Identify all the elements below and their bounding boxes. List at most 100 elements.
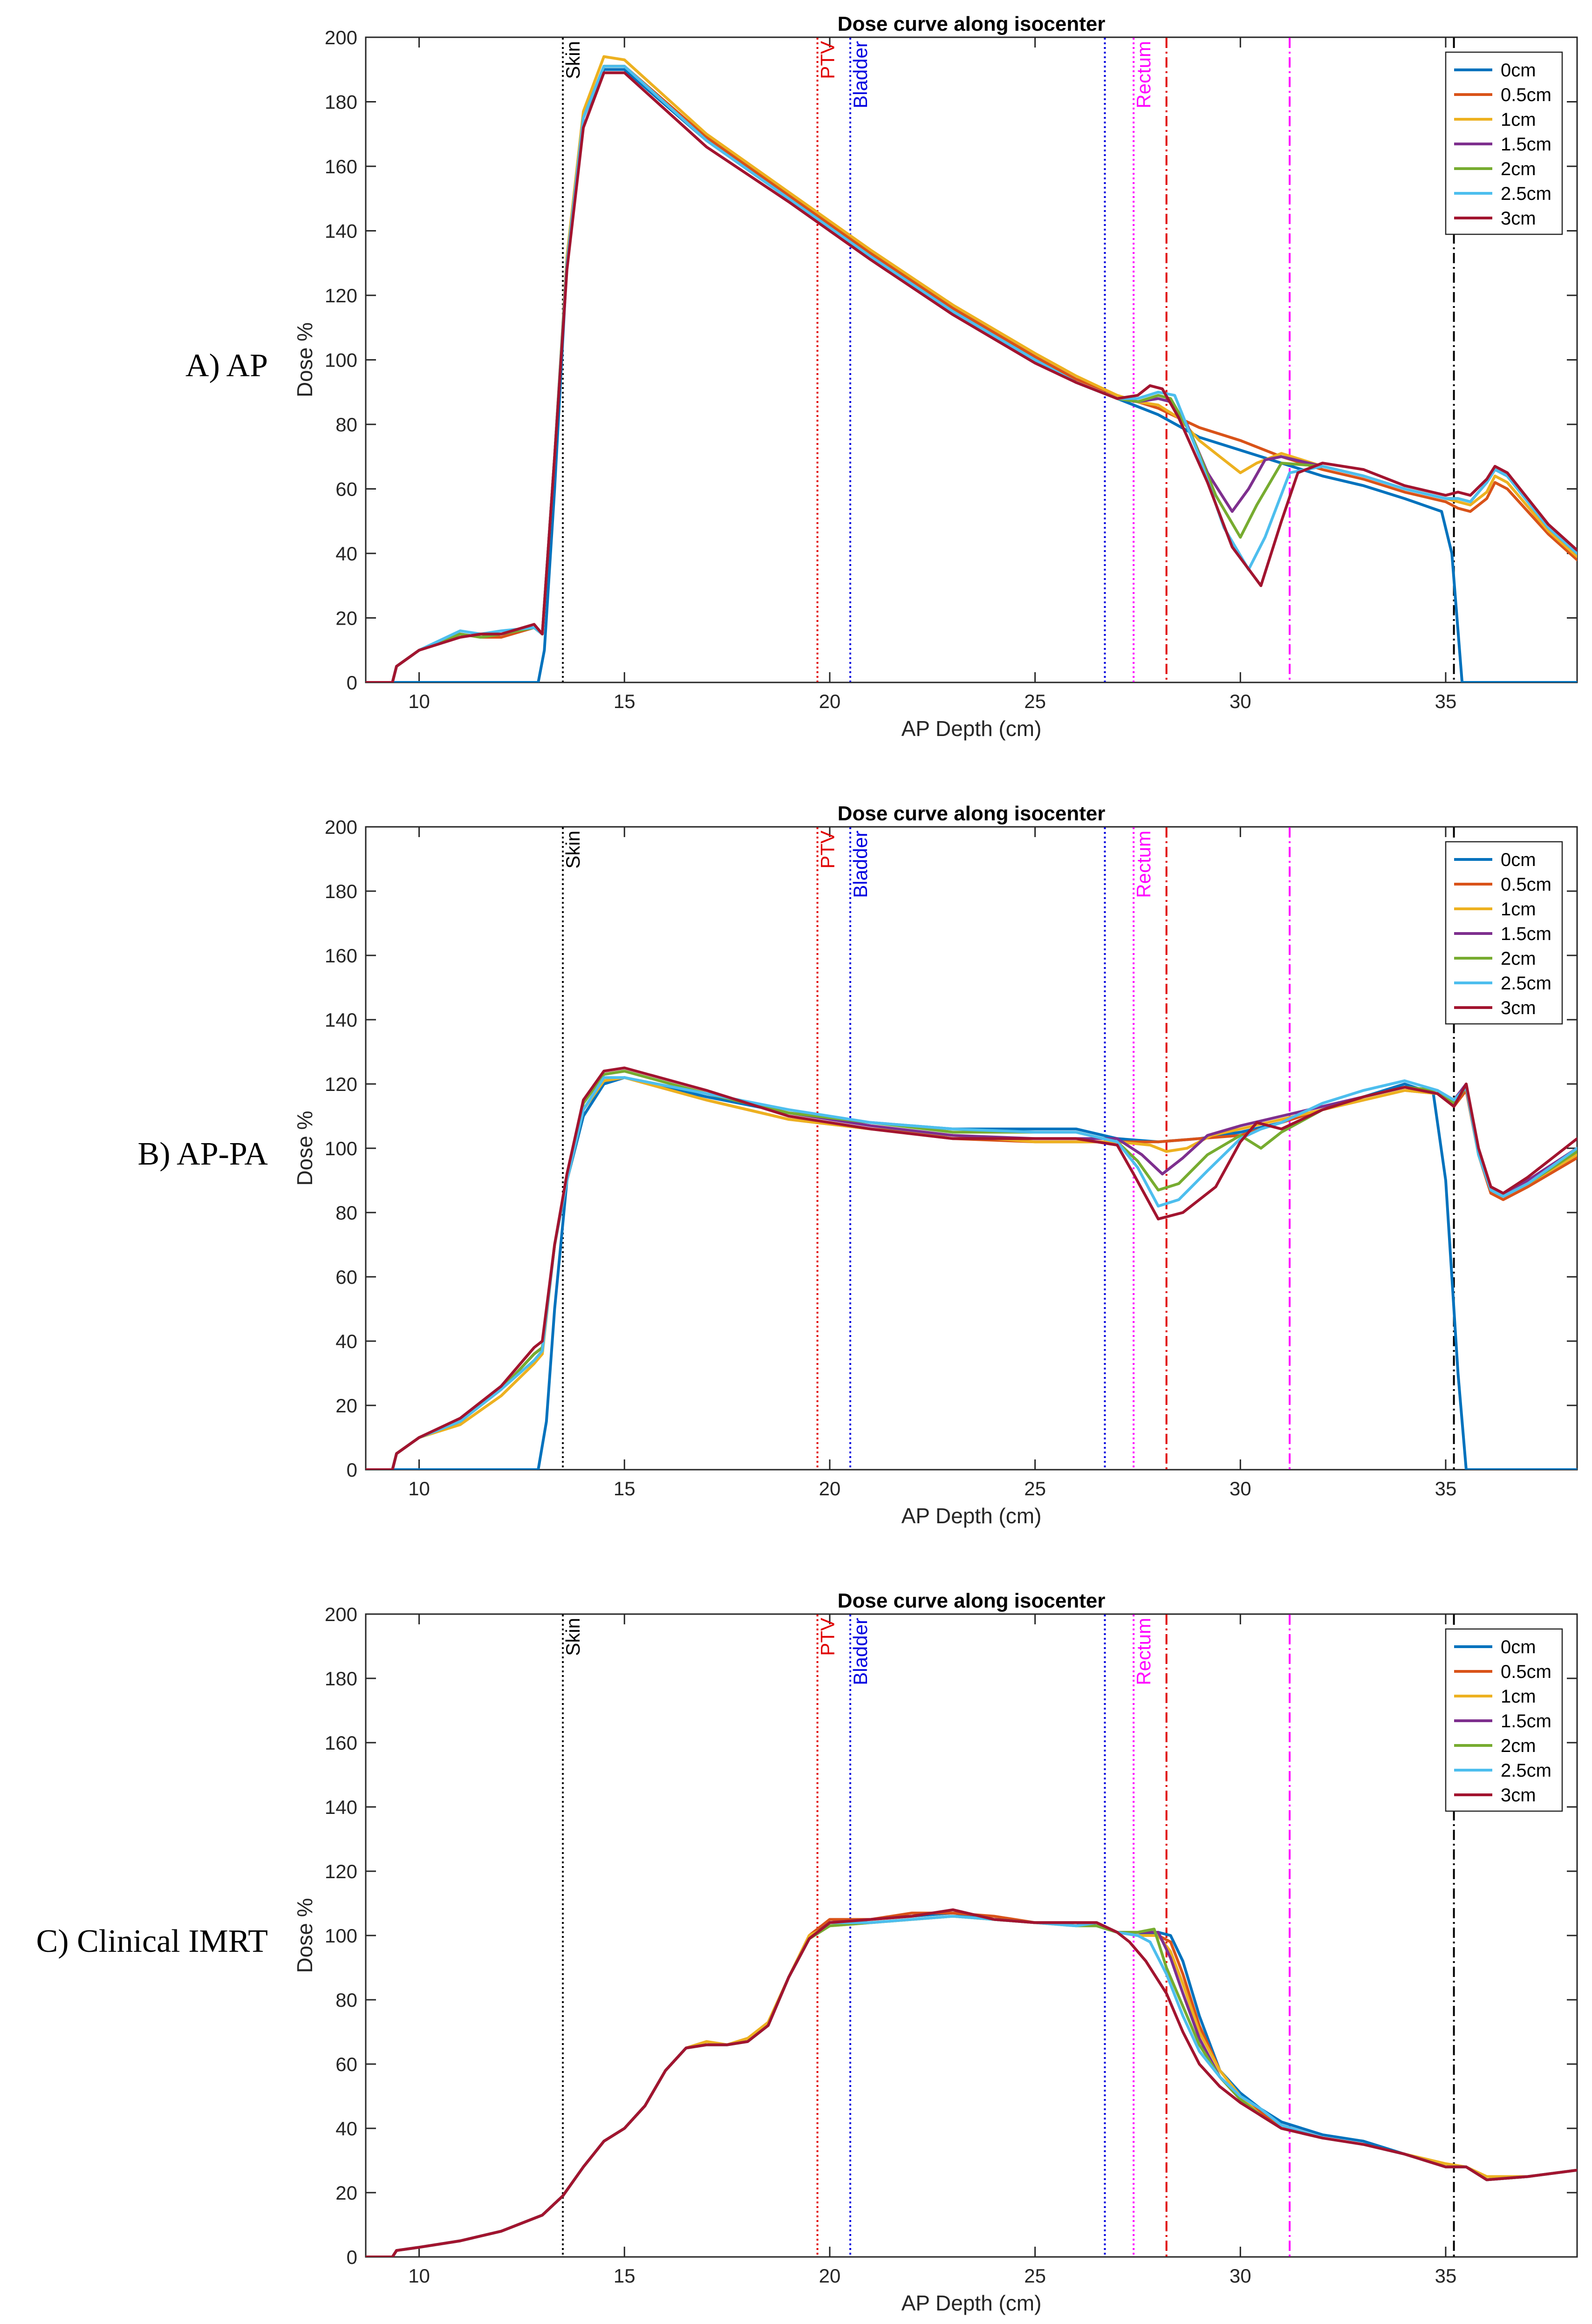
y-tick-label: 160 (325, 1732, 357, 1754)
chart-panel-3: C) Clinical IMRT Dose curve along isocent… (36, 1589, 1578, 2315)
series-line-3cm (366, 71, 1577, 682)
y-tick-label: 20 (335, 607, 357, 629)
y-tick-label: 200 (325, 1603, 357, 1625)
y-tick-label: 80 (335, 414, 357, 436)
legend-entry: 1cm (1501, 899, 1536, 920)
y-tick-label: 180 (325, 880, 357, 902)
y-tick-label: 140 (325, 1796, 357, 1818)
x-tick-label: 20 (819, 690, 841, 712)
y-tick-label: 140 (325, 1009, 357, 1031)
y-tick-label: 100 (325, 349, 357, 371)
x-tick-label: 35 (1435, 1478, 1457, 1499)
legend-entry: 3cm (1501, 998, 1536, 1018)
reference-line-label: PTV (816, 41, 838, 79)
series-line-3cm (366, 1908, 1577, 2257)
legend-entry: 0.5cm (1501, 874, 1551, 895)
plot-area (365, 826, 1578, 1471)
series-line-2.5cm (366, 1076, 1577, 1470)
x-tick-label: 10 (408, 1478, 430, 1499)
y-tick-label: 60 (335, 478, 357, 500)
x-axis-label: AP Depth (cm) (902, 1504, 1042, 1528)
y-tick-label: 80 (335, 1202, 357, 1224)
y-tick-label: 0 (347, 672, 357, 694)
legend-entry: 3cm (1501, 1785, 1536, 1806)
y-tick-label: 160 (325, 945, 357, 967)
legend-entry: 0cm (1501, 60, 1536, 81)
chart-panel-1: A) AP Dose curve along isocenter 0 20 40 60 80… (185, 13, 1578, 741)
x-tick-label: 25 (1024, 690, 1046, 712)
y-tick-label: 180 (325, 91, 357, 113)
y-tick-label: 120 (325, 1073, 357, 1095)
chart-title: Dose curve along isocenter (838, 13, 1106, 35)
x-tick-label: 35 (1435, 2265, 1457, 2287)
panel-label: A) AP (185, 348, 268, 384)
plot-area (365, 36, 1578, 683)
y-tick-label: 120 (325, 285, 357, 307)
reference-line-label: Rectum (1133, 1618, 1155, 1685)
reference-line-label: Bladder (849, 41, 871, 109)
reference-line-label: Skin (562, 831, 584, 869)
x-tick-label: 35 (1435, 690, 1457, 712)
plot-area (365, 1613, 1578, 2258)
y-axis-label: Dose % (293, 1111, 317, 1186)
series-line-3cm (366, 1066, 1577, 1470)
x-tick-label: 15 (614, 1478, 635, 1499)
x-tick-label: 25 (1024, 1478, 1046, 1499)
legend-entry: 0cm (1501, 850, 1536, 870)
x-tick-label: 20 (819, 2265, 841, 2287)
y-tick-label: 140 (325, 220, 357, 242)
x-tick-label: 30 (1230, 690, 1251, 712)
x-tick-label: 25 (1024, 2265, 1046, 2287)
y-tick-label: 80 (335, 1989, 357, 2011)
reference-line-label: Rectum (1133, 831, 1155, 898)
legend-entry: 2cm (1501, 1736, 1536, 1756)
chart-title: Dose curve along isocenter (838, 802, 1106, 825)
reference-line-label: Skin (562, 41, 584, 79)
y-tick-label: 180 (325, 1668, 357, 1690)
legend-entry: 1.5cm (1501, 924, 1551, 944)
legend-entry: 2.5cm (1501, 184, 1551, 204)
panel-label: B) AP-PA (138, 1136, 268, 1172)
y-tick-label: 60 (335, 1266, 357, 1288)
y-tick-label: 0 (347, 1459, 357, 1481)
legend-entry: 2.5cm (1501, 973, 1551, 994)
y-tick-label: 20 (335, 1395, 357, 1417)
legend-entry: 0cm (1501, 1637, 1536, 1657)
chart-panel-2: B) AP-PA Dose curve along isocenter 0 20 40 6… (138, 802, 1578, 1528)
x-axis-label: AP Depth (cm) (902, 2291, 1042, 2315)
legend-entry: 1cm (1501, 1686, 1536, 1707)
legend-entry: 1.5cm (1501, 1711, 1551, 1731)
y-tick-label: 160 (325, 156, 357, 177)
panel-label: C) Clinical IMRT (36, 1923, 268, 1959)
legend-entry: 1.5cm (1501, 134, 1551, 155)
legend-entry: 2.5cm (1501, 1760, 1551, 1781)
reference-line-label: Rectum (1133, 41, 1155, 109)
reference-line-label: PTV (816, 1618, 838, 1656)
x-tick-label: 30 (1230, 1478, 1251, 1499)
x-tick-label: 10 (408, 2265, 430, 2287)
x-tick-label: 15 (614, 2265, 635, 2287)
series-group (366, 1066, 1577, 1470)
legend-entry: 0.5cm (1501, 85, 1551, 105)
legend-entry: 0.5cm (1501, 1662, 1551, 1682)
y-tick-label: 40 (335, 1330, 357, 1352)
y-tick-label: 60 (335, 2053, 357, 2075)
x-tick-label: 30 (1230, 2265, 1251, 2287)
x-tick-label: 20 (819, 1478, 841, 1499)
reference-line-label: Skin (562, 1618, 584, 1656)
y-tick-label: 100 (325, 1925, 357, 1947)
series-group (366, 1908, 1577, 2257)
chart-title: Dose curve along isocenter (838, 1589, 1106, 1612)
y-tick-label: 200 (325, 816, 357, 838)
series-line-0.5cm (366, 65, 1577, 682)
reference-line-label: PTV (816, 831, 838, 869)
y-tick-label: 0 (347, 2246, 357, 2268)
y-axis-label: Dose % (293, 1898, 317, 1973)
reference-line-label: Bladder (849, 831, 871, 898)
y-tick-label: 40 (335, 543, 357, 565)
y-tick-label: 100 (325, 1138, 357, 1159)
x-tick-label: 10 (408, 690, 430, 712)
legend-entry: 2cm (1501, 159, 1536, 179)
series-group (366, 55, 1577, 682)
